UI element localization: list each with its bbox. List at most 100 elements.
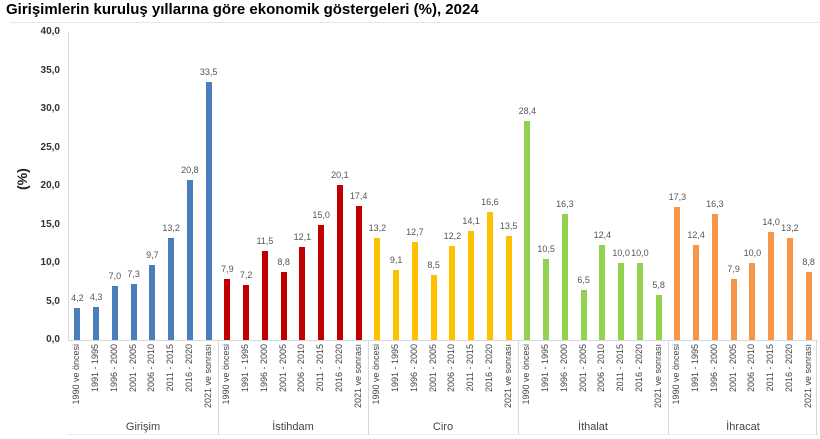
bar [561, 214, 568, 340]
x-tick-label: 1990 ve öncesi [671, 344, 682, 405]
bar [374, 238, 381, 340]
bar [730, 279, 737, 340]
x-tick-label: 2021 ve sonrası [202, 344, 213, 409]
bar [524, 121, 531, 340]
bar [805, 272, 812, 340]
group-label: İhracat [726, 421, 760, 433]
y-tick-label: 30,0 [40, 103, 60, 114]
bar [486, 212, 493, 340]
data-label: 7,2 [239, 269, 253, 280]
data-label: 13,2 [368, 223, 387, 234]
bar [224, 279, 231, 340]
bar [786, 238, 793, 340]
bar [768, 232, 775, 340]
x-tick-label: 2016 - 2020 [633, 344, 644, 393]
data-label: 4,3 [89, 291, 103, 302]
category-axis-bottom [68, 434, 818, 435]
data-label: 14,1 [462, 216, 480, 227]
x-tick-label: 2001 - 2005 [277, 344, 288, 393]
bar [674, 206, 681, 340]
bar [243, 284, 250, 340]
group-separator [816, 341, 817, 435]
data-label: 7,3 [127, 268, 140, 279]
data-label: 16,3 [706, 199, 724, 210]
bar [299, 246, 306, 340]
x-tick-label: 1991 - 1995 [390, 344, 401, 393]
bar [261, 251, 268, 340]
data-label: 12,2 [443, 231, 462, 242]
bar [618, 263, 625, 340]
bar [430, 274, 437, 340]
bar [149, 265, 156, 340]
y-tick-label: 25,0 [40, 141, 60, 153]
x-tick-label: 2011 - 2015 [465, 344, 476, 392]
data-label: 9,1 [389, 254, 403, 265]
data-label: 8,8 [277, 257, 290, 268]
data-label: 5,8 [652, 280, 665, 291]
data-label: 4,2 [71, 292, 84, 303]
x-tick-label: 2016 - 2020 [483, 344, 494, 393]
bar [711, 214, 718, 340]
y-tick-label: 35,0 [40, 64, 60, 76]
x-tick-label: 2001 - 2005 [427, 344, 438, 393]
data-label: 7,0 [108, 271, 122, 282]
data-label: 20,1 [331, 170, 349, 181]
data-label: 10,0 [631, 248, 649, 258]
y-tick-label: 20,0 [40, 180, 60, 191]
x-tick-label: 1990 ve öncesi [71, 344, 82, 405]
x-tick-label: 1990 ve öncesi [221, 344, 232, 405]
data-label: 7,9 [727, 264, 740, 275]
x-tick-label: 2006 - 2010 [596, 344, 607, 393]
bar [168, 238, 175, 340]
bar [505, 236, 512, 340]
bar [393, 269, 400, 340]
y-tick-label: 0,0 [46, 334, 60, 345]
data-label: 12,1 [293, 231, 312, 242]
x-tick-label: 1990 ve öncesi [371, 344, 382, 405]
bar [411, 242, 418, 340]
group-separator [518, 341, 519, 435]
bar [336, 185, 343, 340]
bar [186, 179, 193, 340]
data-label: 16,6 [481, 197, 499, 208]
bar [655, 295, 662, 340]
y-tick-label: 40,0 [40, 26, 60, 37]
data-label: 8,5 [427, 259, 440, 270]
x-tick-label: 2016 - 2020 [183, 344, 194, 393]
y-tick-label: 5,0 [46, 295, 60, 307]
data-label: 12,7 [406, 227, 424, 238]
x-tick-label: 2011 - 2015 [315, 344, 326, 392]
group-label: Girişim [125, 421, 161, 433]
data-label: 10,0 [612, 248, 630, 258]
title-divider [10, 22, 820, 23]
bar [130, 283, 137, 340]
data-label: 13,2 [162, 223, 180, 234]
x-tick-label: 2001 - 2005 [577, 344, 588, 393]
x-tick-label: 1996 - 2000 [108, 344, 119, 393]
y-axis-label: (%) [14, 168, 30, 190]
x-tick-label: 2016 - 2020 [333, 344, 344, 393]
bar [318, 224, 325, 340]
bar [543, 259, 550, 340]
data-label: 8,8 [802, 257, 815, 268]
bar [205, 82, 212, 340]
bar [449, 246, 456, 340]
group-label: Ciro [432, 421, 454, 433]
data-label: 10,5 [537, 244, 555, 255]
x-tick-label: 2006 - 2010 [746, 344, 757, 393]
group-label: İthalat [578, 421, 608, 433]
data-label: 15,0 [312, 209, 330, 220]
data-label: 17,3 [668, 191, 687, 202]
x-tick-label: 1991 - 1995 [90, 344, 101, 393]
x-tick-label: 1996 - 2000 [408, 344, 419, 393]
bar [111, 286, 118, 340]
x-tick-label: 2006 - 2010 [146, 344, 157, 393]
x-tick-label: 1996 - 2000 [558, 344, 569, 393]
x-tick-label: 2021 ve sonrası [802, 344, 813, 409]
x-tick-label: 2011 - 2015 [615, 344, 626, 392]
x-axis-line [68, 340, 818, 341]
group-separator [368, 341, 369, 435]
bar [599, 244, 606, 340]
data-label: 12,4 [593, 229, 612, 240]
